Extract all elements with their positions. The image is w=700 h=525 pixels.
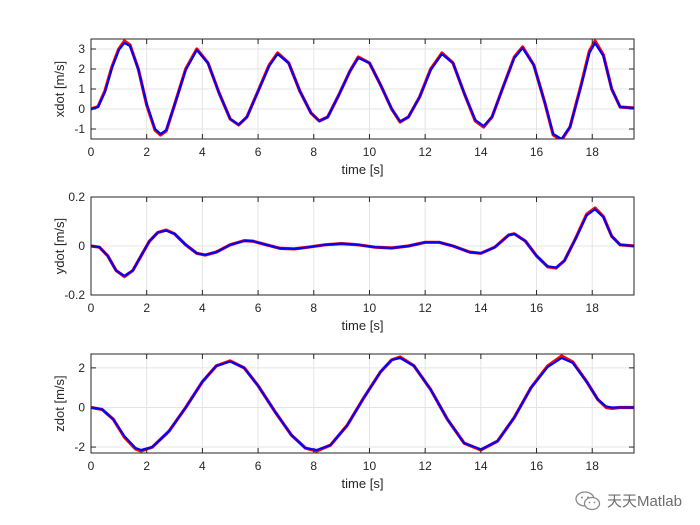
- y-tick-label: 1: [78, 82, 85, 96]
- x-tick-label: 18: [586, 459, 600, 473]
- x-tick-label: 2: [143, 145, 150, 159]
- y-axis-label: zdot [m/s]: [52, 375, 67, 431]
- y-tick-label: 0: [78, 400, 85, 414]
- x-axis-label: time [s]: [342, 476, 384, 491]
- watermark-text: 天天Matlab: [606, 493, 682, 510]
- x-tick-label: 0: [88, 145, 95, 159]
- x-tick-label: 4: [199, 145, 206, 159]
- series-line-blue: [91, 208, 634, 277]
- x-tick-label: 2: [143, 301, 150, 315]
- watermark: 天天Matlab: [575, 490, 682, 511]
- y-tick-label: 0: [78, 102, 85, 116]
- plot-area: [91, 354, 634, 453]
- y-tick-label: 2: [78, 361, 85, 375]
- y-tick-label: 0: [78, 239, 85, 253]
- x-tick-label: 10: [363, 301, 377, 315]
- x-tick-label: 0: [88, 459, 95, 473]
- x-tick-label: 16: [530, 145, 544, 159]
- x-tick-label: 10: [363, 459, 377, 473]
- x-tick-label: 4: [199, 459, 206, 473]
- x-tick-label: 18: [586, 145, 600, 159]
- y-tick-label: 0.2: [68, 190, 85, 204]
- wechat-icon: [575, 490, 601, 510]
- x-tick-label: 12: [418, 145, 432, 159]
- x-axis-label: time [s]: [342, 162, 384, 177]
- x-tick-label: 10: [363, 145, 377, 159]
- x-tick-label: 6: [255, 145, 262, 159]
- y-tick-label: -1: [74, 122, 85, 136]
- x-tick-label: 0: [88, 301, 95, 315]
- y-tick-label: -0.2: [64, 288, 85, 302]
- x-tick-label: 12: [418, 301, 432, 315]
- y-axis-label: xdot [m/s]: [52, 61, 67, 117]
- x-tick-label: 16: [530, 459, 544, 473]
- axes-box: [90, 353, 635, 454]
- x-tick-label: 8: [310, 301, 317, 315]
- x-tick-label: 14: [474, 459, 488, 473]
- y-axis-label: ydot [m/s]: [52, 218, 67, 274]
- x-tick-label: 14: [474, 301, 488, 315]
- x-tick-label: 6: [255, 301, 262, 315]
- y-tick-label: 2: [78, 62, 85, 76]
- x-tick-label: 4: [199, 301, 206, 315]
- x-tick-label: 6: [255, 459, 262, 473]
- x-tick-label: 8: [310, 459, 317, 473]
- x-tick-label: 8: [310, 145, 317, 159]
- x-axis-label: time [s]: [342, 318, 384, 333]
- x-tick-label: 16: [530, 301, 544, 315]
- series-line-blue: [91, 41, 634, 139]
- x-tick-label: 18: [586, 301, 600, 315]
- x-tick-label: 2: [143, 459, 150, 473]
- x-tick-label: 14: [474, 145, 488, 159]
- x-tick-label: 12: [418, 459, 432, 473]
- y-tick-label: -2: [74, 440, 85, 454]
- y-tick-label: 3: [78, 42, 85, 56]
- series-line-blue: [91, 356, 634, 452]
